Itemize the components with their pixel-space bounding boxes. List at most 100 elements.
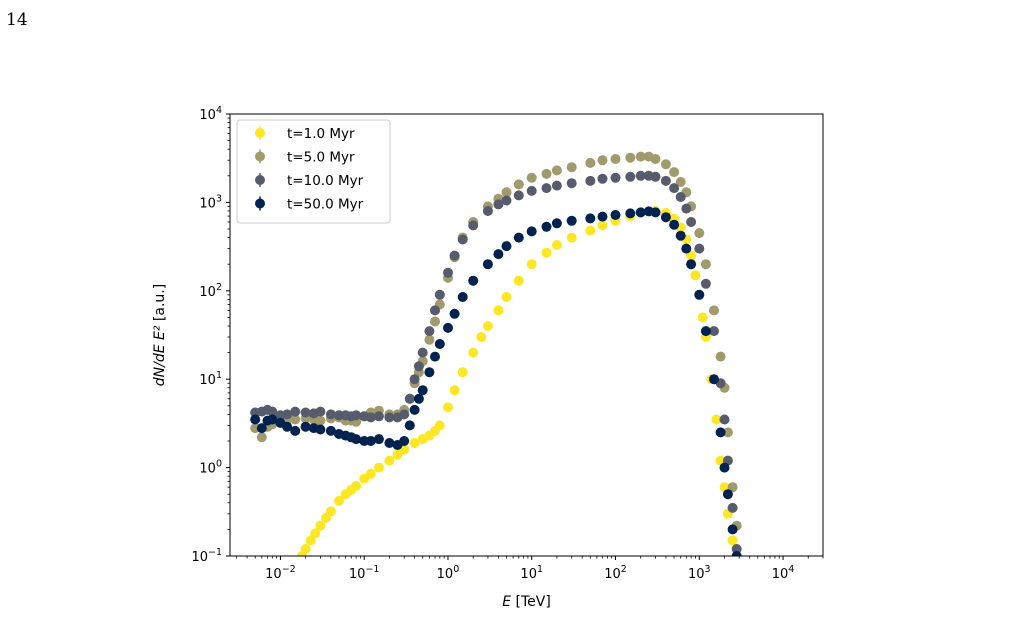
legend-marker xyxy=(255,175,265,185)
data-point xyxy=(315,424,326,435)
data-point xyxy=(501,241,512,252)
data-point xyxy=(731,551,742,556)
data-point xyxy=(424,334,435,345)
data-point xyxy=(513,232,524,243)
data-point xyxy=(610,172,621,183)
data-point xyxy=(300,544,311,554)
data-point xyxy=(700,259,711,270)
data-point xyxy=(610,154,621,164)
data-point xyxy=(541,247,552,258)
data-point xyxy=(443,322,453,333)
data-point xyxy=(526,259,537,270)
data-point xyxy=(434,420,445,431)
data-point xyxy=(417,347,428,358)
data-point xyxy=(709,374,719,385)
data-point xyxy=(325,506,336,517)
data-point xyxy=(727,524,738,535)
data-point xyxy=(430,351,440,362)
data-point xyxy=(315,406,326,417)
page-number: 14 xyxy=(6,10,28,30)
data-point xyxy=(457,367,468,378)
y-tick-label: 10−1 xyxy=(191,547,222,565)
data-point xyxy=(365,412,376,423)
data-point xyxy=(715,351,726,362)
data-point xyxy=(290,406,301,417)
data-point xyxy=(443,267,453,278)
data-point xyxy=(449,385,460,396)
data-point xyxy=(449,308,460,319)
data-point xyxy=(413,393,424,404)
data-point xyxy=(282,421,293,432)
data-point xyxy=(351,434,362,445)
data-point xyxy=(541,168,552,179)
x-tick-label: 102 xyxy=(604,564,627,582)
data-point xyxy=(443,402,453,413)
data-point xyxy=(700,326,711,337)
y-tick-label: 102 xyxy=(199,282,222,300)
data-point xyxy=(660,212,671,223)
data-point xyxy=(365,468,376,479)
data-point xyxy=(493,305,504,316)
data-point xyxy=(585,175,596,186)
data-point xyxy=(585,225,596,236)
data-point xyxy=(351,410,362,421)
x-tick-label: 10−2 xyxy=(265,564,296,582)
data-point xyxy=(709,305,719,316)
data-markers xyxy=(250,151,742,556)
data-point xyxy=(709,326,719,337)
series-0-markers xyxy=(296,206,742,556)
data-point xyxy=(409,374,420,385)
data-point xyxy=(526,172,537,183)
data-point xyxy=(727,502,738,513)
data-point xyxy=(585,157,596,168)
legend-item: t=10.0 Myr xyxy=(255,173,364,189)
data-point xyxy=(325,425,336,436)
data-point xyxy=(468,347,479,358)
data-point xyxy=(384,438,395,448)
legend-label: t=50.0 Myr xyxy=(287,197,364,213)
data-point xyxy=(694,289,705,300)
data-point xyxy=(373,434,384,445)
data-point xyxy=(541,221,552,232)
data-point xyxy=(597,173,608,184)
data-point xyxy=(468,275,479,286)
legend-marker xyxy=(255,128,265,138)
data-point xyxy=(635,207,646,218)
data-point xyxy=(351,481,362,491)
y-tick-label: 104 xyxy=(199,105,222,123)
legend-marker xyxy=(255,198,265,209)
data-point xyxy=(513,179,524,190)
data-point xyxy=(650,171,661,182)
data-point xyxy=(413,361,424,372)
data-point xyxy=(660,159,671,170)
data-point xyxy=(501,292,512,302)
data-point xyxy=(300,407,311,418)
data-point xyxy=(404,393,415,404)
data-point xyxy=(669,167,680,178)
data-point xyxy=(513,190,524,201)
data-point xyxy=(468,220,479,231)
data-point xyxy=(384,412,395,423)
caption-fragment xyxy=(0,622,1033,641)
data-point xyxy=(697,312,708,323)
data-point xyxy=(430,305,440,316)
data-point xyxy=(482,321,493,331)
data-point xyxy=(551,218,562,229)
y-tick-label: 103 xyxy=(199,193,222,211)
x-tick-label: 104 xyxy=(772,564,795,582)
data-point xyxy=(541,183,552,194)
data-point xyxy=(315,415,326,426)
data-point xyxy=(585,213,596,224)
data-point xyxy=(373,462,384,473)
data-point xyxy=(404,420,415,431)
data-point xyxy=(566,232,577,243)
data-point xyxy=(660,175,671,186)
data-point xyxy=(675,230,686,241)
x-axis: 10−2 10−1 100 101 102 103 104 xyxy=(236,556,824,582)
data-point xyxy=(417,385,428,396)
x-axis-label: E [TeV] xyxy=(502,594,551,610)
data-point xyxy=(526,226,537,237)
data-point xyxy=(409,404,420,415)
data-point xyxy=(694,228,705,239)
data-point xyxy=(635,170,646,181)
